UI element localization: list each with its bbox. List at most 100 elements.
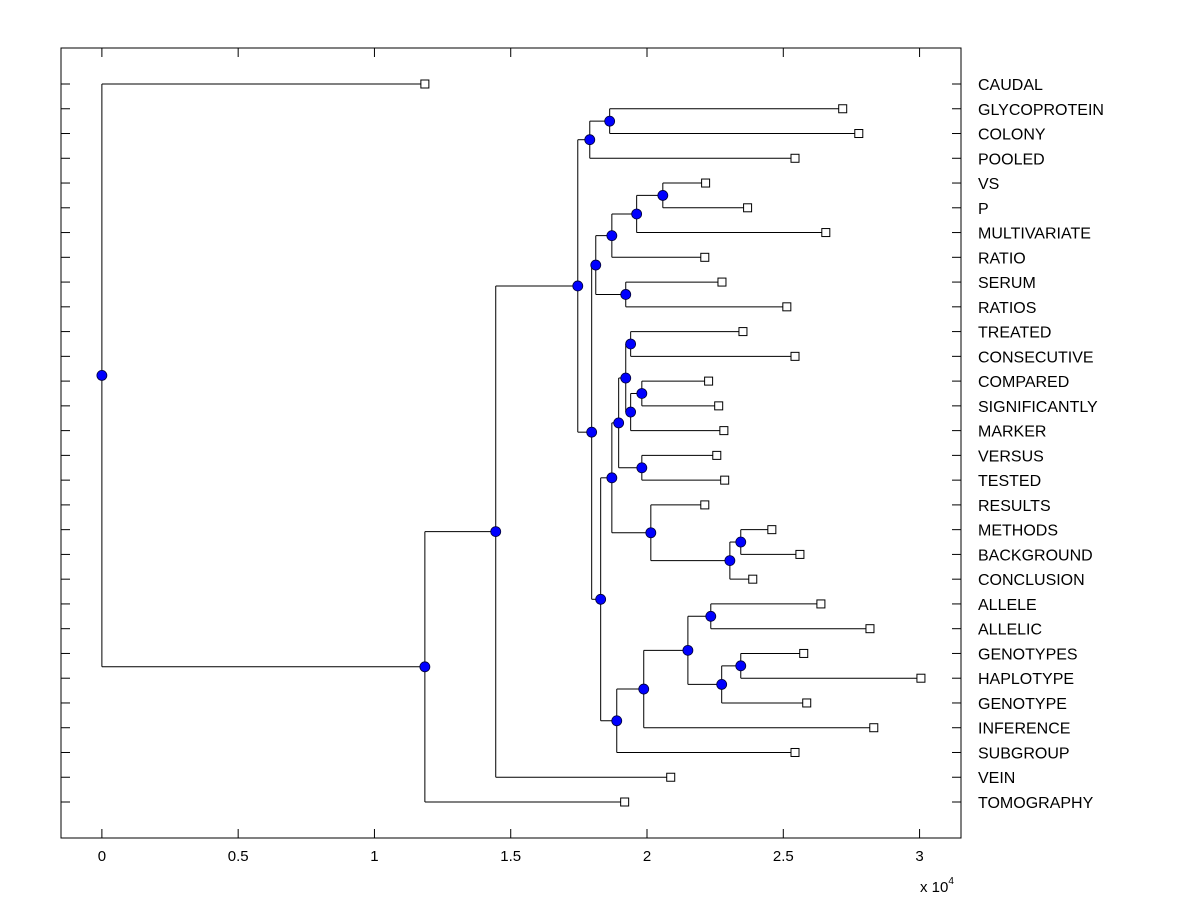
internal-node-marker: [625, 406, 637, 418]
leaf-label: HAPLOTYPE: [978, 671, 1074, 688]
internal-node-marker: [611, 715, 623, 727]
internal-node-marker: [613, 417, 625, 429]
internal-node-marker: [631, 208, 643, 220]
leaf-labels: CAUDAL GLYCOPROTEIN COLONY POOLED VS P MULTIVA…: [978, 77, 1104, 812]
leaf-label: CONCLUSION: [978, 572, 1085, 589]
leaf-marker: [720, 475, 730, 485]
internal-node-marker: [735, 536, 747, 548]
leaf-marker: [700, 252, 710, 262]
leaf-marker: [838, 104, 848, 114]
internal-node-marker: [716, 678, 728, 690]
leaf-label: TREATED: [978, 325, 1051, 342]
leaf-label: BACKGROUND: [978, 547, 1093, 564]
leaf-marker: [420, 79, 430, 89]
leaf-marker: [712, 450, 722, 460]
internal-node-marker: [584, 134, 596, 146]
x-tick-label: 0.5: [228, 848, 249, 865]
leaf-label: MARKER: [978, 424, 1046, 441]
leaf-marker: [666, 772, 676, 782]
internal-node-marker: [636, 388, 648, 399]
leaf-marker: [790, 747, 800, 757]
leaf-markers: [420, 79, 926, 807]
leaf-marker: [620, 797, 630, 807]
leaf-label: SUBGROUP: [978, 745, 1070, 762]
x-tick-label: 1.5: [500, 848, 521, 865]
x-tick-labels: 0 0.5 1 1.5 2 2.5 3: [98, 848, 924, 865]
internal-node-marker: [606, 472, 618, 484]
x-tick-label: 1: [370, 848, 378, 865]
leaf-label: VEIN: [978, 770, 1015, 787]
leaf-marker: [767, 525, 777, 535]
leaf-marker: [869, 723, 879, 733]
plot-background: [61, 48, 961, 838]
internal-node-marker: [705, 610, 717, 622]
internal-node-marker: [682, 644, 694, 656]
leaf-label: COLONY: [978, 127, 1046, 144]
leaf-marker: [802, 698, 812, 708]
leaf-label: GENOTYPE: [978, 696, 1067, 713]
internal-node-marker: [620, 372, 632, 384]
leaf-marker: [717, 277, 727, 287]
leaf-label: GLYCOPROTEIN: [978, 102, 1104, 119]
internal-node-marker: [595, 593, 607, 605]
leaf-label: COMPARED: [978, 374, 1069, 391]
node-markers: [96, 115, 747, 727]
leaf-marker: [795, 549, 805, 559]
leaf-marker: [701, 178, 711, 188]
internal-node-marker: [419, 661, 431, 673]
internal-node-marker: [735, 660, 747, 672]
leaf-marker: [748, 574, 758, 584]
leaf-marker: [916, 673, 926, 683]
internal-node-marker: [620, 289, 632, 300]
leaf-label: MULTIVARIATE: [978, 226, 1091, 243]
leaf-marker: [738, 327, 748, 337]
leaf-label: METHODS: [978, 523, 1058, 540]
leaf-label: RESULTS: [978, 498, 1051, 515]
internal-node-marker: [636, 462, 648, 474]
leaf-label: P: [978, 201, 989, 218]
leaf-label: RATIO: [978, 250, 1026, 267]
leaf-label: CAUDAL: [978, 77, 1043, 94]
leaf-marker: [704, 376, 714, 386]
internal-node-marker: [490, 526, 502, 537]
leaf-label: POOLED: [978, 151, 1045, 168]
leaf-marker: [714, 401, 724, 411]
leaf-marker: [700, 500, 710, 510]
internal-node-marker: [625, 338, 637, 350]
internal-node-marker: [604, 115, 616, 127]
x-tick-label: 3: [915, 848, 923, 865]
plot-frame: [60, 47, 962, 839]
internal-node-marker: [657, 190, 669, 201]
leaf-marker: [799, 648, 809, 658]
internal-node-marker: [586, 426, 598, 438]
leaf-label: SERUM: [978, 275, 1036, 292]
internal-node-marker: [572, 280, 584, 292]
x-tick-label: 2.5: [773, 848, 794, 865]
leaf-label: GENOTYPES: [978, 646, 1078, 663]
x-tick-label: 0: [98, 848, 106, 865]
leaf-marker: [782, 302, 792, 312]
leaf-label: CONSECUTIVE: [978, 349, 1094, 366]
leaf-marker: [790, 153, 800, 163]
x-exponent-superscript: 4: [948, 876, 954, 887]
leaf-label: VERSUS: [978, 448, 1044, 465]
internal-node-marker: [590, 259, 602, 271]
leaf-label: TESTED: [978, 473, 1041, 490]
internal-node-marker: [645, 527, 657, 539]
leaf-marker: [854, 129, 864, 139]
leaf-label: INFERENCE: [978, 721, 1070, 738]
leaf-label: ALLELE: [978, 597, 1037, 614]
leaf-label: SIGNIFICANTLY: [978, 399, 1098, 416]
leaf-label: RATIOS: [978, 300, 1036, 317]
leaf-marker: [743, 203, 753, 213]
leaf-marker: [821, 228, 831, 238]
leaf-marker: [865, 624, 875, 634]
internal-node-marker: [96, 369, 108, 381]
leaf-label: ALLELIC: [978, 622, 1042, 639]
x-tick-label: 2: [643, 848, 651, 865]
internal-node-marker: [606, 230, 618, 242]
leaf-marker: [790, 351, 800, 361]
x-exponent-label: x 104: [920, 876, 954, 896]
axis-ticks: [61, 48, 961, 838]
